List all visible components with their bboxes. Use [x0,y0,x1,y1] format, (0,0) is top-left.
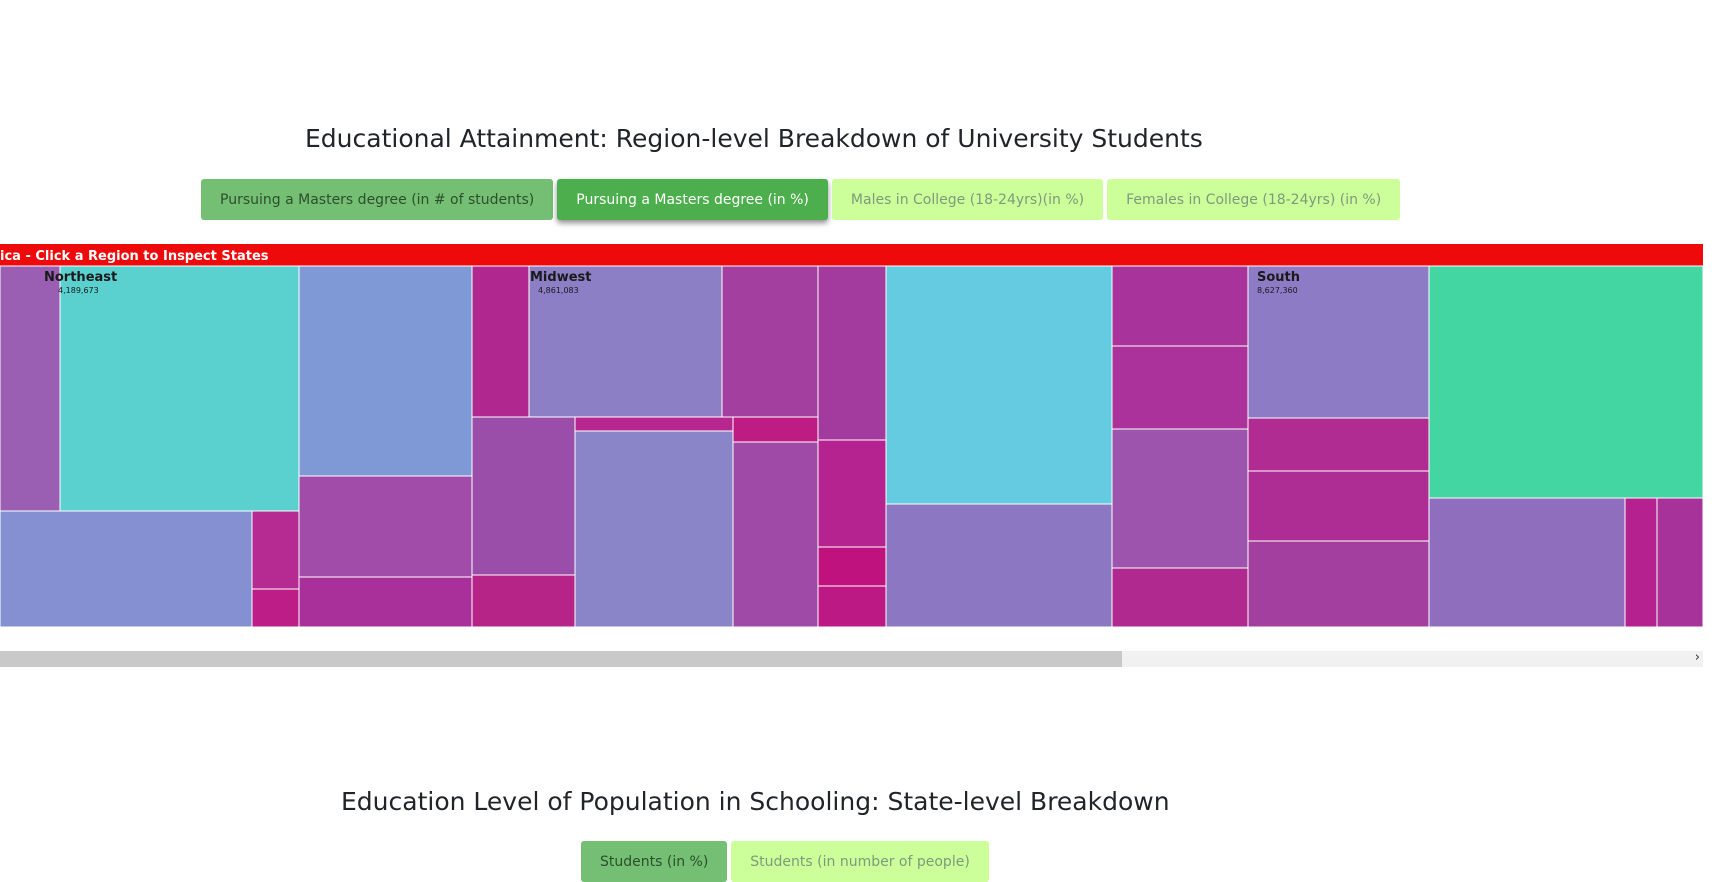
treemap-cell[interactable] [0,510,253,628]
treemap-cell[interactable] [0,265,61,512]
treemap-cell[interactable] [817,439,887,548]
region-label-south: South [1257,270,1300,285]
treemap-cell[interactable] [1111,345,1249,430]
treemap-cell[interactable] [471,574,576,628]
region-label-northeast: Northeast [44,270,117,285]
treemap-cell[interactable] [817,265,887,441]
treemap-cell[interactable] [1247,417,1430,472]
treemap-cell[interactable] [471,416,576,576]
treemap-cell[interactable] [251,588,300,628]
treemap-header-bar[interactable] [0,244,1703,266]
treemap-cell[interactable] [59,265,300,512]
section-title-regions: Educational Attainment: Region-level Bre… [305,124,1203,153]
region-label-midwest: Midwest [530,270,591,285]
scroll-right-icon[interactable]: › [1694,650,1700,665]
treemap-cell[interactable] [885,503,1113,628]
treemap-cell[interactable] [1247,470,1430,542]
region-value-south: 8,627,360 [1257,286,1298,295]
section-title-states: Education Level of Population in Schooli… [341,787,1170,816]
treemap-cell[interactable] [885,265,1113,505]
males-college-button[interactable]: Males in College (18-24yrs)(in %) [831,179,1104,220]
treemap-cell[interactable] [1247,540,1430,628]
treemap-cell[interactable] [721,265,819,418]
females-college-button[interactable]: Females in College (18-24yrs) (in %) [1107,179,1401,220]
treemap-cell[interactable] [251,510,300,590]
treemap-header-label: ica - Click a Region to Inspect States [0,249,269,264]
treemap-cell[interactable] [298,265,473,477]
students-button-group: Students (in %) Students (in number of p… [581,841,993,882]
region-value-midwest: 4,861,083 [538,286,579,295]
treemap-cell[interactable] [1428,265,1703,499]
scrollbar-thumb[interactable] [0,651,1122,667]
treemap-cell[interactable] [471,265,530,418]
treemap-cell[interactable] [298,475,473,578]
treemap-cell[interactable] [817,585,887,628]
students-percent-button[interactable]: Students (in %) [581,841,728,882]
treemap-svg: ica - Click a Region to Inspect States No… [0,244,1703,628]
metric-button-group: Pursuing a Masters degree (in # of stude… [201,179,1404,220]
treemap-chart: ica - Click a Region to Inspect States No… [0,244,1703,667]
treemap-cell[interactable] [1428,497,1626,628]
treemap-cell[interactable] [574,416,734,432]
students-count-button[interactable]: Students (in number of people) [731,841,989,882]
masters-percent-button[interactable]: Pursuing a Masters degree (in %) [557,179,828,220]
treemap-cell[interactable] [817,546,887,587]
masters-count-button[interactable]: Pursuing a Masters degree (in # of stude… [201,179,554,220]
treemap-cell[interactable] [732,416,819,443]
treemap-cell[interactable] [298,576,473,628]
treemap-cell[interactable] [1111,265,1249,347]
region-value-northeast: 4,189,673 [58,286,99,295]
treemap-cell[interactable] [574,430,734,628]
treemap-cell[interactable] [1111,567,1249,628]
treemap-cell[interactable] [1624,497,1658,628]
treemap-cell[interactable] [1656,497,1703,628]
treemap-cell[interactable] [732,441,819,628]
horizontal-scrollbar[interactable]: › [0,650,1703,667]
treemap-cell[interactable] [1111,428,1249,569]
